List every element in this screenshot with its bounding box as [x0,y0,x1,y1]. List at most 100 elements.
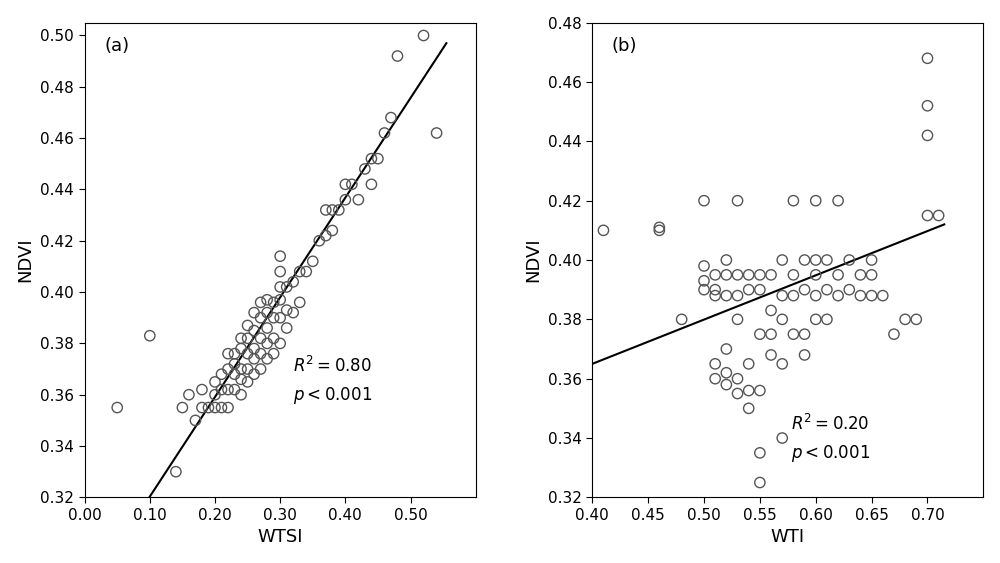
Point [246,370,262,379]
Point [774,434,790,443]
Point [207,377,223,386]
Point [214,385,230,394]
Point [730,374,746,383]
Point [337,195,353,204]
Point [651,223,667,232]
Point [718,291,734,300]
Point [376,128,392,137]
Point [819,315,835,324]
Point [763,270,779,279]
Point [305,257,321,266]
Point [266,298,282,307]
Point [331,205,347,215]
Point [253,334,269,343]
Point [852,291,868,300]
Point [651,226,667,235]
Point [344,180,360,189]
Point [752,330,768,339]
Point [298,267,314,276]
Point [808,270,824,279]
Point [246,326,262,335]
Point [259,354,275,363]
Point [233,375,249,384]
Point [324,205,340,215]
X-axis label: WTSI: WTSI [257,528,303,546]
Point [253,298,269,307]
Point [830,270,846,279]
Point [220,365,236,374]
Point [696,285,712,294]
Point [741,386,757,395]
Point [774,359,790,368]
Point [707,374,723,383]
Point [227,385,243,394]
Point [752,448,768,457]
Text: $R^2 = 0.20$
$p < 0.001$: $R^2 = 0.20$ $p < 0.001$ [791,414,870,464]
Text: (b): (b) [612,37,637,55]
Point [864,291,880,300]
Point [233,390,249,399]
Point [240,365,256,374]
Point [707,285,723,294]
Point [214,403,230,412]
Point [337,180,353,189]
Point [897,315,913,324]
Point [718,345,734,354]
Point [233,344,249,353]
Point [763,350,779,359]
Point [785,291,801,300]
Point [246,354,262,363]
Point [389,52,405,61]
Point [181,390,197,399]
Point [707,291,723,300]
Point [259,324,275,333]
Point [741,359,757,368]
Point [240,321,256,330]
Point [246,344,262,353]
Point [774,315,790,324]
Point [595,226,611,235]
Point [220,403,236,412]
Point [730,291,746,300]
Point [752,386,768,395]
Point [227,359,243,368]
Point [227,370,243,379]
Point [233,334,249,343]
Point [808,196,824,205]
Point [696,196,712,205]
Point [279,283,295,292]
Point [919,53,935,62]
Point [285,308,301,317]
Point [233,365,249,374]
Point [741,270,757,279]
Point [718,380,734,389]
Point [774,291,790,300]
Text: $R^2 = 0.80$
$p < 0.001$: $R^2 = 0.80$ $p < 0.001$ [293,356,372,406]
Point [142,331,158,340]
Point [292,298,308,307]
Point [357,164,373,173]
Point [785,330,801,339]
Point [168,467,184,476]
Point [919,131,935,140]
Point [841,285,857,294]
Point [363,180,379,189]
Point [718,256,734,265]
Point [808,315,824,324]
Point [696,261,712,270]
Point [808,291,824,300]
Point [272,339,288,348]
Point [919,101,935,110]
Point [240,334,256,343]
Point [318,205,334,215]
Point [429,128,445,137]
Point [819,285,835,294]
Point [259,295,275,304]
Point [875,291,891,300]
Point [318,231,334,240]
Point [109,403,125,412]
Point [730,315,746,324]
Point [864,256,880,265]
Point [214,370,230,379]
Point [200,403,216,412]
